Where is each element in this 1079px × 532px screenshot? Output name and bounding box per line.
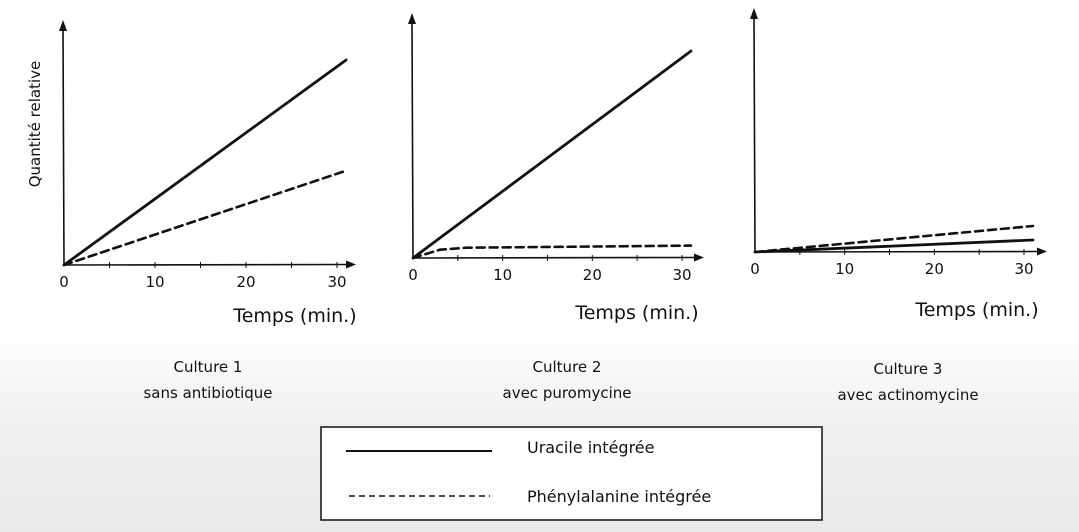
x-axis-label: Temps (min.) (574, 302, 698, 324)
chart-panels: 0 10 20 30 Temps (min.) Culture 1 sans antibio… (59, 8, 1047, 404)
legend-dashed-label: Phénylalanine intégrée (527, 487, 711, 506)
x-tick-label: 20 (925, 260, 944, 278)
x-tick-label: 10 (145, 273, 164, 291)
y-axis-label: Quantité relative (26, 61, 44, 188)
x-axis-arrow (1037, 247, 1047, 256)
y-axis-arrow (750, 8, 758, 19)
panel-title: Culture 3 (874, 360, 943, 378)
x-tick-label: 0 (408, 266, 418, 284)
x-axis-arrow (694, 253, 704, 262)
phenylalanine-series-line (411, 244, 693, 260)
panel-subtitle: sans antibiotique (143, 384, 272, 402)
x-axis-label: Temps (min.) (232, 305, 356, 327)
phenylalanine-series-line (62, 169, 348, 267)
chart-panel-1: 0 10 20 30 Temps (min.) Culture 1 sans antibio… (59, 20, 357, 402)
x-tick-label: 0 (59, 273, 69, 291)
x-axis-line (412, 256, 695, 259)
x-tick-label: 30 (672, 266, 691, 284)
panel-title: Culture 2 (533, 358, 602, 376)
y-axis-line (411, 22, 414, 259)
phenylalanine-series-line (753, 224, 1035, 254)
x-tick-label: 10 (835, 260, 854, 278)
x-tick-label: 10 (493, 266, 512, 284)
y-axis-line (62, 29, 65, 266)
panel-subtitle: avec actinomycine (837, 386, 978, 404)
uracile-series-line (411, 49, 693, 260)
x-axis-label: Temps (min.) (914, 299, 1038, 321)
x-tick-label: 30 (1014, 260, 1033, 278)
y-axis-arrow (408, 13, 416, 24)
y-axis-line (753, 17, 756, 253)
panel-subtitle: avec puromycine (503, 384, 632, 402)
x-axis-arrow (346, 260, 356, 269)
legend-solid-label: Uracile intégrée (527, 438, 654, 457)
legend: Uracile intégrée Phénylalanine intégrée (320, 426, 823, 521)
chart-panel-3: 0 10 20 30 Temps (min.) Culture 3 avec actinom… (750, 8, 1047, 404)
panel-title: Culture 1 (174, 358, 243, 376)
x-tick-label: 30 (327, 273, 346, 291)
x-tick-label: 20 (236, 273, 255, 291)
y-axis-arrow (59, 20, 67, 31)
legend-box (320, 426, 823, 521)
x-tick-label: 20 (583, 266, 602, 284)
uracile-series-line (753, 238, 1035, 254)
chart-panel-2: 0 10 20 30 Temps (min.) Culture 2 avec puromyc… (408, 13, 704, 402)
x-tick-label: 0 (750, 260, 760, 278)
uracile-series-line (62, 58, 348, 267)
x-axis-line (754, 250, 1038, 253)
x-axis-line (63, 263, 347, 266)
